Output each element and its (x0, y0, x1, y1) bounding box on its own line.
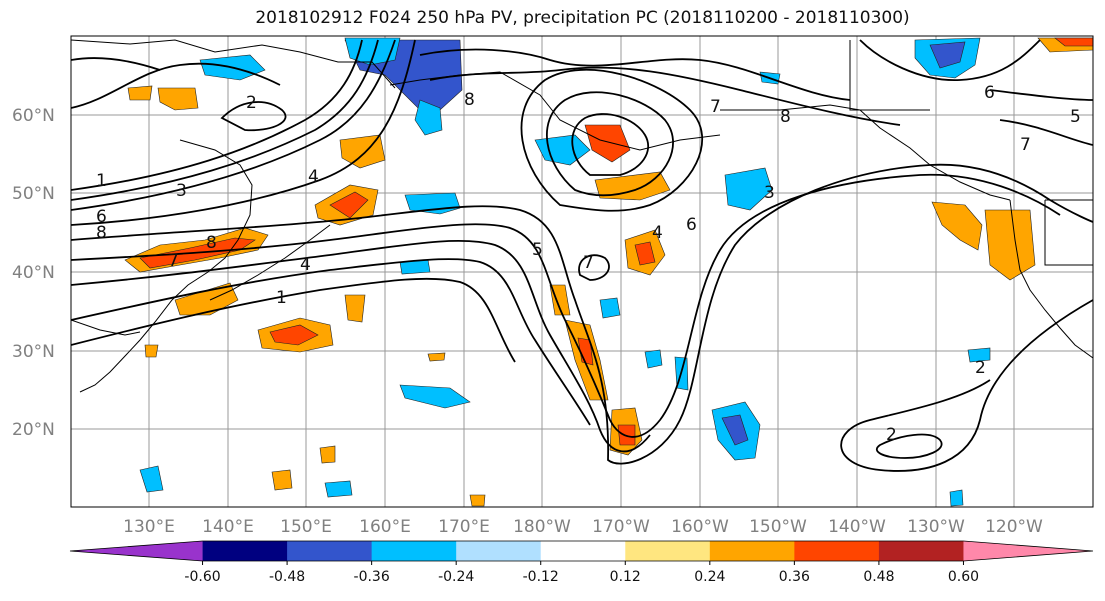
colorbar-tick-label: -0.48 (269, 569, 305, 585)
contour-label-3: 3 (764, 183, 775, 203)
contour-label-8: 8 (206, 233, 217, 253)
contour-label-1: 1 (276, 288, 287, 308)
colorbar-tick-label: -0.12 (523, 569, 559, 585)
lon-label: 170°E (438, 517, 490, 537)
colorbar-tick-label: 0.60 (948, 569, 979, 585)
lon-label: 170°W (592, 517, 650, 537)
colorbar-swatch (202, 541, 288, 561)
contour-label-2: 2 (886, 425, 897, 445)
contour-label-8: 8 (780, 107, 791, 127)
contour-label-1: 1 (96, 171, 107, 191)
colorbar-tick-label: -0.24 (438, 569, 474, 585)
lon-label: 150°E (280, 517, 332, 537)
lon-label: 120°W (985, 517, 1043, 537)
contour-label-8: 8 (464, 90, 475, 110)
contour-label-4: 4 (652, 223, 663, 243)
graticule (71, 36, 1093, 507)
contour-label-8: 8 (96, 223, 107, 243)
contour-label-4: 4 (300, 255, 311, 275)
lat-label: 60°N (12, 106, 55, 126)
contour-label-7: 7 (583, 253, 594, 273)
lon-label: 160°E (359, 517, 411, 537)
colorbar-swatch (878, 541, 964, 561)
colorbar-swatch (794, 541, 880, 561)
contour-labels: 1 1 2 2 2 3 3 4 4 4 5 5 6 6 6 7 7 7 7 8 … (96, 83, 1081, 445)
lat-label: 50°N (12, 184, 55, 204)
pv-contours (71, 39, 1093, 472)
contour-label-6: 6 (984, 83, 995, 103)
map-frame (70, 35, 1094, 508)
lon-label: 140°W (828, 517, 886, 537)
colorbar-extend-low (70, 541, 203, 561)
colorbar-tick-label: -0.60 (184, 569, 220, 585)
map-title: 2018102912 F024 250 hPa PV, precipitatio… (255, 8, 910, 28)
contour-label-2: 2 (246, 93, 257, 113)
colorbar-extend-high (963, 541, 1093, 561)
lat-label: 30°N (12, 342, 55, 362)
lon-label: 180°W (513, 517, 571, 537)
contour-label-4: 4 (308, 167, 319, 187)
colorbar-tick-label: -0.36 (354, 569, 390, 585)
contour-label-5: 5 (532, 240, 543, 260)
colorbar-tick-label: 0.12 (610, 569, 641, 585)
contour-label-2: 2 (975, 358, 986, 378)
lon-label: 160°W (671, 517, 729, 537)
colorbar-swatch (287, 541, 373, 561)
lon-label: 130°E (123, 517, 175, 537)
colorbar-tick-label: 0.48 (863, 569, 894, 585)
latitude-labels: 60°N 50°N 40°N 30°N 20°N (12, 106, 55, 440)
colorbar-swatch (625, 541, 711, 561)
lon-label: 130°W (907, 517, 965, 537)
contour-label-7: 7 (1020, 135, 1031, 155)
lat-label: 20°N (12, 420, 55, 440)
longitude-labels: 130°E 140°E 150°E 160°E 170°E 180°W 170°… (123, 517, 1043, 537)
colorbar-swatch (709, 541, 795, 561)
colorbar-swatch (456, 541, 542, 561)
colorbar: -0.60 -0.48 -0.36 -0.24 -0.12 0.12 0.24 0.36 0.4… (69, 540, 1094, 585)
lat-label: 40°N (12, 263, 55, 283)
contour-label-5: 5 (1070, 107, 1081, 127)
contour-label-7: 7 (168, 251, 179, 271)
contour-label-7: 7 (710, 97, 721, 117)
colorbar-tick-label: 0.36 (779, 569, 810, 585)
colorbar-swatch (540, 541, 626, 561)
lon-label: 140°E (202, 517, 254, 537)
colorbar-swatch (371, 541, 457, 561)
colorbar-tick-label: 0.24 (694, 569, 725, 585)
contour-label-6: 6 (96, 207, 107, 227)
contour-label-6: 6 (686, 215, 697, 235)
lon-label: 150°W (749, 517, 807, 537)
contour-label-3: 3 (176, 181, 187, 201)
